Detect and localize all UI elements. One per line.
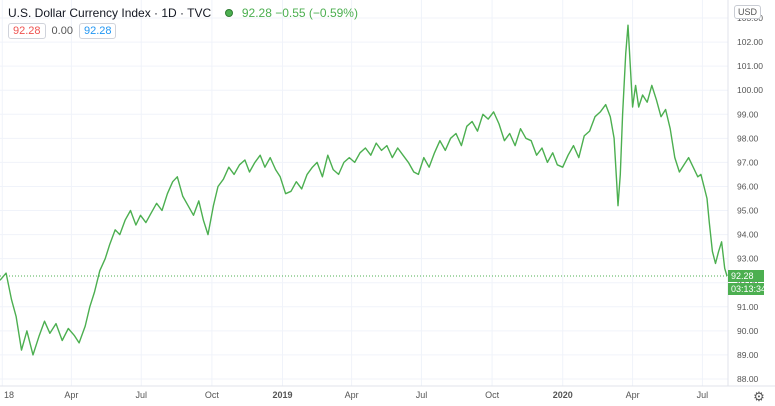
y-tick-label: 91.00 [737, 302, 759, 312]
x-tick-label: 2020 [553, 390, 573, 400]
value-box-close: 92.28 [78, 23, 117, 39]
chart-legend: U.S. Dollar Currency Index · 1D · TVC 92… [8, 6, 358, 20]
y-tick-label: 102.00 [737, 37, 763, 47]
last-price-tag: 92.28 [728, 269, 764, 282]
x-tick-label: 18 [4, 390, 14, 400]
last-price-label: 92.28 [731, 270, 754, 281]
y-tick-label: 97.00 [737, 157, 759, 167]
price-change: −0.55 (−0.59%) [275, 6, 358, 20]
indicator-row: 92.28 0.00 92.28 [8, 23, 117, 39]
gear-icon[interactable]: ⚙ [753, 389, 765, 404]
y-tick-label: 96.00 [737, 181, 759, 191]
currency-button[interactable]: USD [733, 5, 761, 19]
x-tick-label: Jul [416, 390, 428, 400]
y-tick-label: 101.00 [737, 61, 763, 71]
y-tick-label: 89.00 [737, 350, 759, 360]
series-line [0, 24, 728, 356]
y-tick-label: 100.00 [737, 85, 763, 95]
y-tick-label: 94.00 [737, 230, 759, 240]
countdown-tag: 03:13:34 [728, 282, 767, 295]
symbol-title[interactable]: U.S. Dollar Currency Index · 1D · TVC [8, 6, 212, 20]
last-price: 92.28 [241, 6, 272, 20]
x-tick-label: Oct [205, 390, 220, 400]
x-tick-label: Jul [135, 390, 147, 400]
x-tick-label: 2019 [272, 390, 292, 400]
y-tick-label: 92.00 [737, 278, 759, 288]
y-tick-label: 98.00 [737, 133, 759, 143]
y-tick-label: 90.00 [737, 326, 759, 336]
status-dot-icon [224, 9, 233, 18]
value-mid: 0.00 [51, 25, 73, 37]
countdown-label: 03:13:34 [731, 283, 767, 294]
value-box-open: 92.28 [8, 23, 46, 39]
y-tick-label: 95.00 [737, 206, 759, 216]
x-tick-label: Apr [626, 390, 640, 400]
x-tick-label: Apr [345, 390, 359, 400]
y-tick-label: 99.00 [737, 109, 759, 119]
x-tick-label: Jul [697, 390, 709, 400]
y-tick-label: 88.00 [737, 374, 759, 384]
y-tick-label: 93.00 [737, 254, 759, 264]
x-tick-label: Oct [485, 390, 500, 400]
x-tick-label: Apr [64, 390, 78, 400]
